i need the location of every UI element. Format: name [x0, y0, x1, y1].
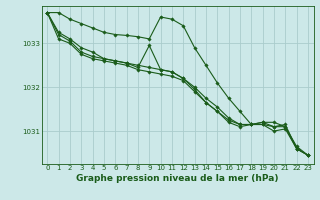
X-axis label: Graphe pression niveau de la mer (hPa): Graphe pression niveau de la mer (hPa) [76, 174, 279, 183]
